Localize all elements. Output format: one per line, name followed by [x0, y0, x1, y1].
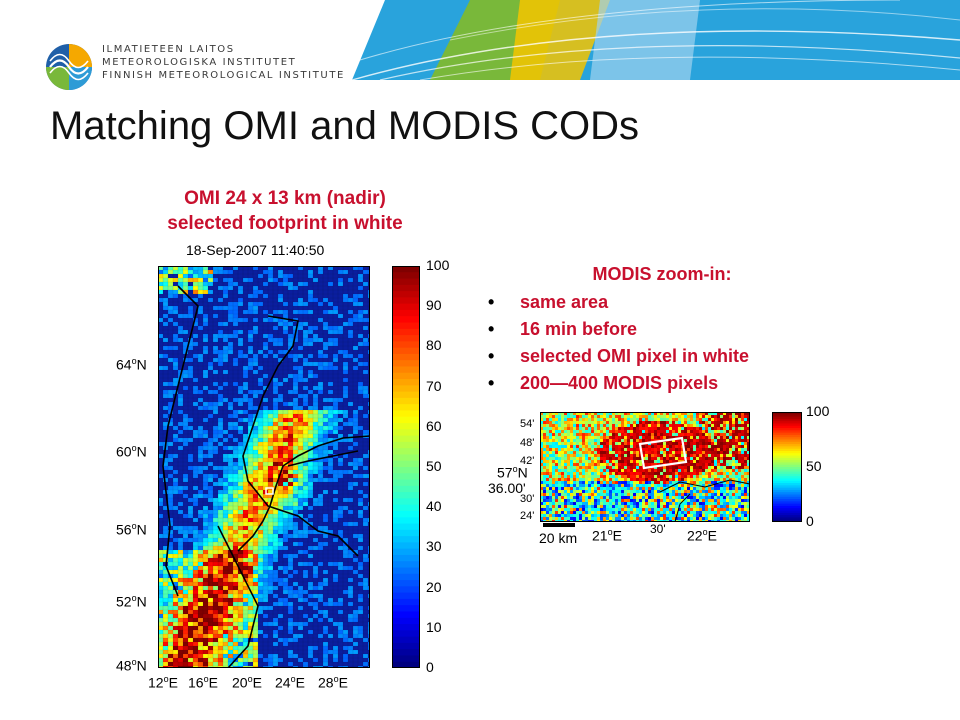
omi-colorbar-tick: 60 [426, 417, 442, 434]
modis-heading: MODIS zoom-in: [592, 264, 732, 284]
omi-colorbar-tick: 80 [426, 337, 442, 354]
modis-colorbar-tick: 0 [806, 513, 814, 529]
modis-cod-map [540, 412, 750, 522]
omi-colorbar-tick: 70 [426, 377, 442, 394]
omi-colorbar [392, 266, 420, 668]
omi-colorbar-tick: 100 [426, 257, 450, 273]
omi-colorbar-tick: 50 [426, 458, 442, 474]
fmi-logo-icon [46, 44, 92, 90]
modis-colorbar-tick: 100 [806, 403, 830, 419]
list-item: selected OMI pixel in white [488, 343, 836, 370]
modis-lat-extra-label: 36.00' [488, 480, 526, 496]
modis-description: MODIS zoom-in: same area 16 min before s… [488, 264, 836, 397]
omi-lat-label: 52oN [116, 593, 147, 610]
omi-colorbar-tick: 0 [426, 659, 434, 675]
org-name-english: FINNISH METEOROLOGICAL INSTITUTE [102, 70, 345, 81]
omi-colorbar-tick: 30 [426, 538, 442, 555]
omi-colorbar-tick: 40 [426, 498, 442, 515]
modis-lat-label: 48' [520, 437, 535, 449]
modis-colorbar [772, 412, 802, 522]
org-name-finnish: ILMATIETEEN LAITOS [102, 44, 235, 55]
omi-colorbar-tick: 90 [426, 297, 442, 314]
omi-caption-line1: OMI 24 x 13 km (nadir) [184, 188, 386, 209]
modis-lon-label: 22oE [687, 527, 717, 544]
omi-colorbar-tick: 20 [426, 578, 442, 595]
omi-colorbar-tick: 10 [426, 618, 442, 635]
list-item: 200—400 MODIS pixels [488, 370, 836, 397]
omi-lon-label: 12oE [148, 674, 178, 691]
scale-bar [543, 523, 575, 527]
omi-caption: OMI 24 x 13 km (nadir) selected footprin… [120, 186, 450, 236]
omi-timestamp: 18-Sep-2007 11:40:50 [186, 242, 325, 258]
list-item: 16 min before [488, 316, 836, 343]
omi-lon-label: 20oE [232, 674, 262, 691]
omi-lat-label: 60oN [116, 443, 147, 460]
omi-lat-label: 48oN [116, 657, 147, 674]
modis-colorbar-tick: 50 [806, 458, 822, 474]
modis-lat-label: 54' [520, 418, 535, 430]
omi-lon-label: 24oE [275, 674, 305, 691]
modis-lat-label: 24' [520, 510, 535, 522]
modis-lat-label: 42' [520, 455, 535, 467]
modis-lon-label: 30' [650, 522, 666, 536]
omi-cod-map [158, 266, 370, 668]
org-name-swedish: METEOROLOGISKA INSTITUTET [102, 57, 297, 68]
modis-lat-label: 30' [520, 493, 535, 505]
modis-lat-main-label: 57oN [497, 464, 528, 481]
omi-lat-label: 64oN [116, 356, 147, 373]
omi-caption-line2: selected footprint in white [167, 213, 403, 234]
slide-title: Matching OMI and MODIS CODs [50, 104, 640, 148]
omi-lon-label: 28oE [318, 674, 348, 691]
scale-label: 20 km [539, 530, 578, 546]
list-item: same area [488, 289, 836, 316]
modis-bullet-list: same area 16 min before selected OMI pix… [488, 289, 836, 397]
header-banner [351, 0, 960, 80]
omi-lat-label: 56oN [116, 521, 147, 538]
omi-lon-label: 16oE [188, 674, 218, 691]
modis-lon-label: 21oE [592, 527, 622, 544]
